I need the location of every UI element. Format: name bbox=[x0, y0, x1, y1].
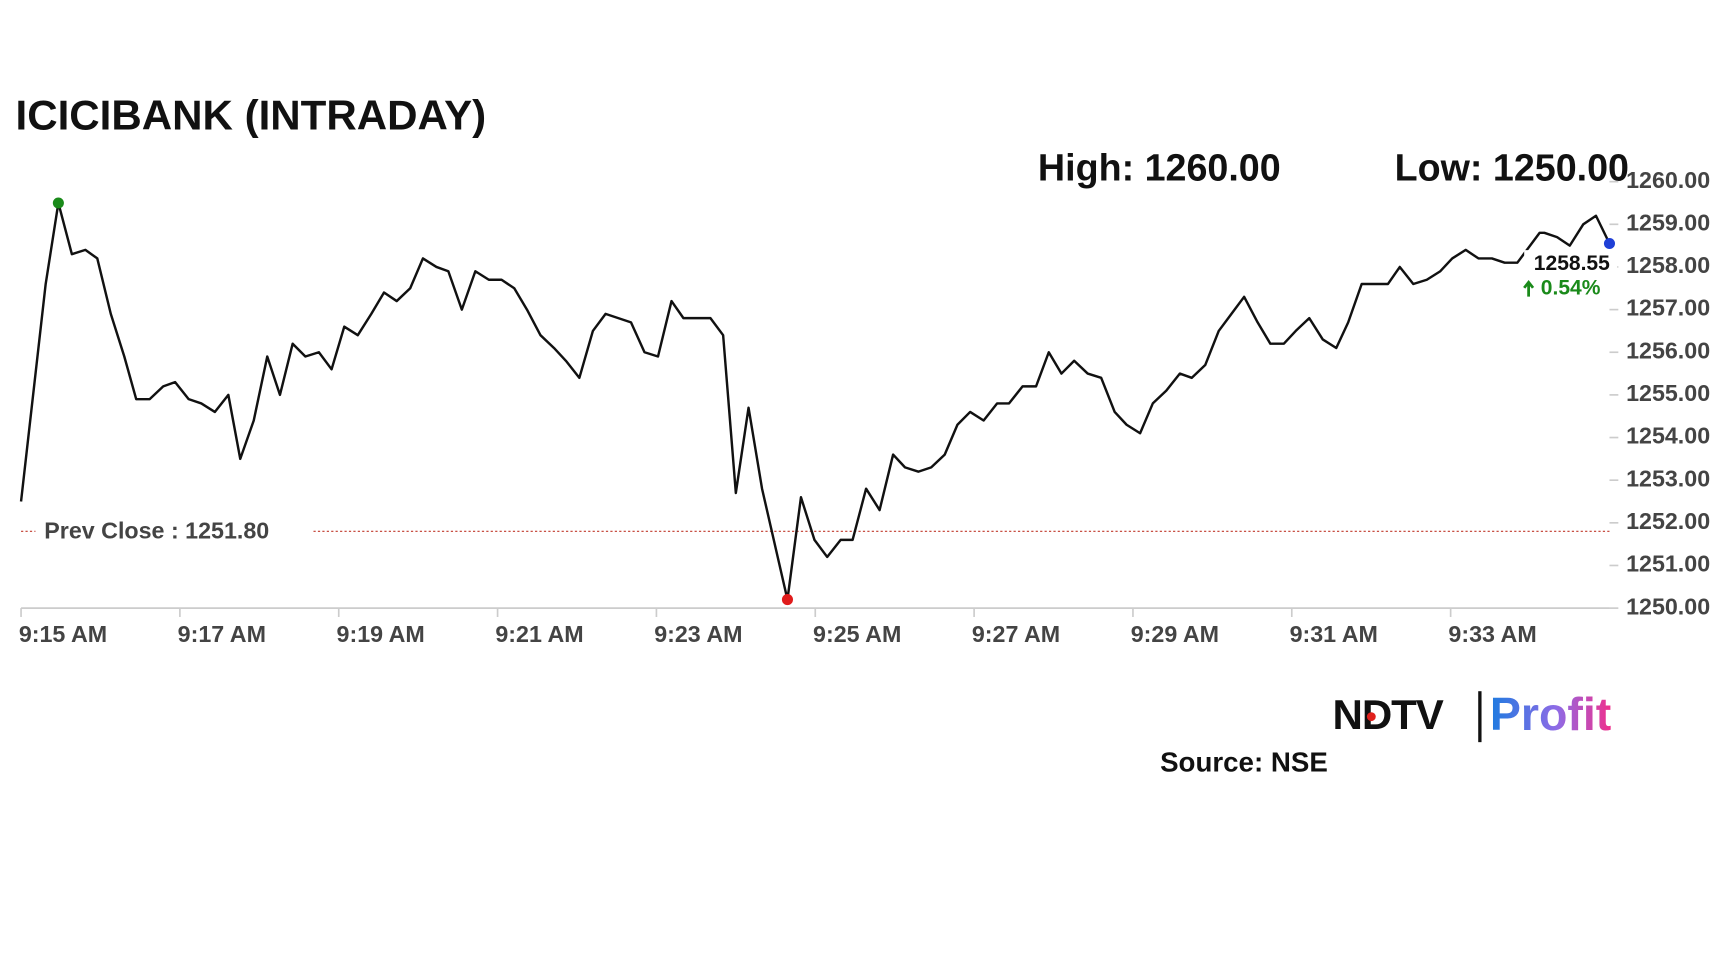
x-tick-label: 9:15 AM bbox=[19, 621, 107, 647]
plot-area: 9:15 AM 9:17 AM 9:19 AM 9:21 AM 9:23 AM 9:25 … bbox=[19, 167, 1710, 647]
x-tick-label: 9:19 AM bbox=[337, 621, 425, 647]
prev-close-label-bg bbox=[35, 515, 313, 547]
prev-close-label: Prev Close : 1251.80 bbox=[44, 518, 269, 544]
low-label: Low: 1250.00 bbox=[1395, 147, 1629, 189]
y-tick-label: 1259.00 bbox=[1626, 209, 1710, 235]
y-tick-label: 1253.00 bbox=[1626, 465, 1710, 491]
y-tick-label: 1252.00 bbox=[1626, 508, 1710, 534]
x-tick-label: 9:33 AM bbox=[1448, 621, 1536, 647]
logo: NDTV Profit bbox=[1333, 688, 1611, 743]
y-tick-label: 1256.00 bbox=[1626, 337, 1710, 363]
change-arrow bbox=[1523, 280, 1535, 297]
y-tick-label: 1257.00 bbox=[1626, 295, 1710, 321]
y-tick-label: 1255.00 bbox=[1626, 380, 1710, 406]
x-tick-label: 9:29 AM bbox=[1131, 621, 1219, 647]
x-tick-label: 9:31 AM bbox=[1290, 621, 1378, 647]
price-line bbox=[19, 201, 1611, 601]
y-tick-label: 1254.00 bbox=[1626, 423, 1710, 449]
high-dot bbox=[52, 197, 64, 209]
y-tick-label: 1258.00 bbox=[1626, 252, 1710, 278]
x-tick-label: 9:17 AM bbox=[178, 621, 266, 647]
logo-ndtv: NDTV bbox=[1333, 691, 1444, 738]
source: Source: NSE bbox=[1160, 747, 1328, 778]
last-label-bg bbox=[1524, 250, 1618, 277]
x-tick-label: 9:27 AM bbox=[972, 621, 1060, 647]
y-tick-label: 1260.00 bbox=[1626, 167, 1710, 193]
x-tick-label: 9:25 AM bbox=[813, 621, 901, 647]
logo-dot bbox=[1366, 712, 1376, 722]
x-tick-label: 9:23 AM bbox=[654, 621, 742, 647]
logo-profit: Profit bbox=[1490, 688, 1611, 740]
low-dot bbox=[781, 594, 794, 606]
y-tick-label: 1250.00 bbox=[1626, 593, 1710, 619]
last-dot bbox=[1603, 237, 1616, 250]
x-tick-label: 9:21 AM bbox=[495, 621, 583, 647]
last-price-label: 1258.55 bbox=[1534, 252, 1610, 275]
chart-title: ICICIBANK (INTRADAY) bbox=[16, 92, 487, 139]
y-tick-label: 1251.00 bbox=[1626, 551, 1710, 577]
change-label: 0.54% bbox=[1541, 276, 1601, 299]
high-label: High: 1260.00 bbox=[1038, 147, 1281, 189]
